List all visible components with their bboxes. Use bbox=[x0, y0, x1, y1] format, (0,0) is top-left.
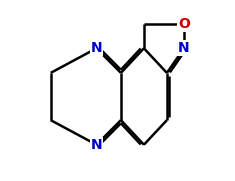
Text: O: O bbox=[178, 17, 190, 31]
Text: N: N bbox=[91, 41, 102, 55]
Text: N: N bbox=[91, 138, 102, 152]
Text: N: N bbox=[178, 41, 190, 55]
